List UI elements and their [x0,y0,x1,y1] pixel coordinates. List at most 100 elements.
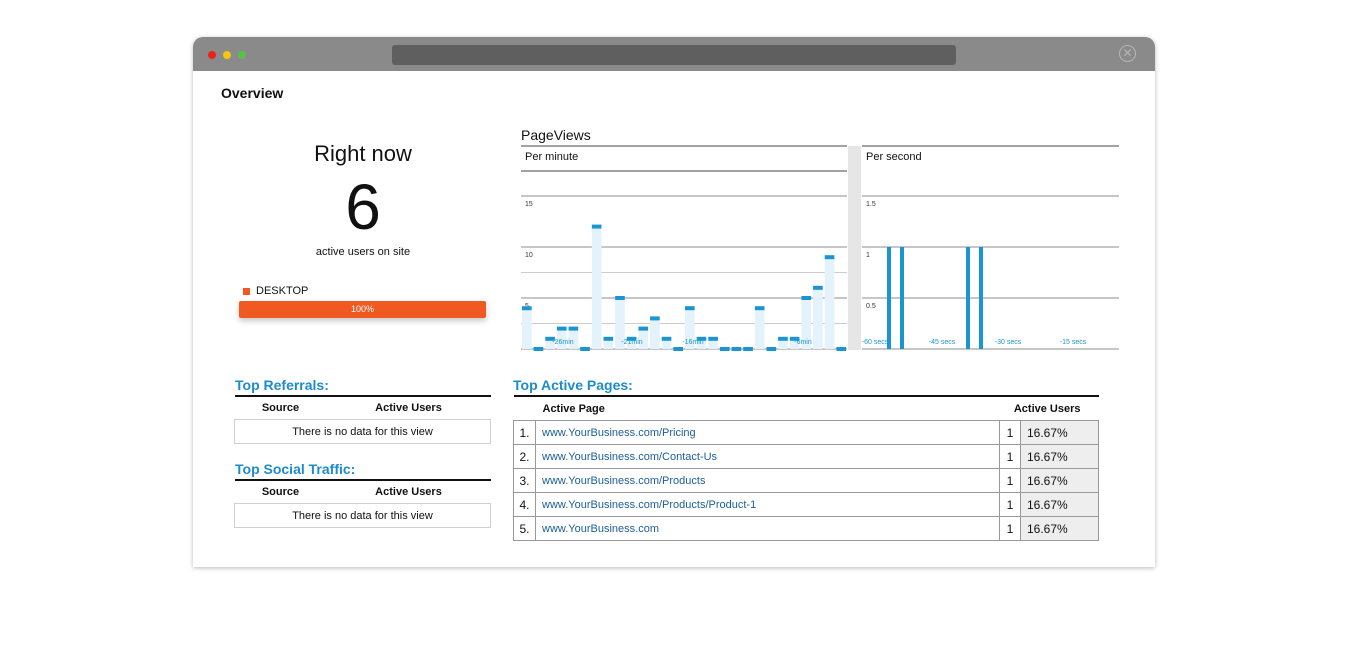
address-bar[interactable] [392,45,956,65]
referrals-col-source: Source [234,395,327,420]
per-minute-bar-area [638,328,649,349]
per-minute-bar [731,347,742,351]
maximize-window-dot[interactable] [238,51,246,59]
active-users-label: active users on site [315,246,411,258]
page-title: Overview [221,85,284,101]
row-number: 1. [513,420,536,445]
per-minute-bar-area [813,287,823,349]
row-percent: 16.67% [1020,444,1099,469]
right-now-title: Right now [314,141,412,166]
active-users-count: 6 [345,171,381,243]
per-minute-title: Per minute [525,151,578,163]
per-minute-bar [568,326,579,331]
per-minute-bar-area [708,338,718,349]
pageviews-charts: Per minute15105-26min-21min-16min-6minPe… [521,145,1119,351]
per-minute-bar-area [568,328,579,349]
per-minute-bar [626,336,637,341]
per-minute-bar-area [685,308,695,349]
per-minute-x-tick: -6min [794,339,812,346]
per-minute-x-tick: -16min [682,339,704,346]
page-link[interactable]: www.YourBusiness.com/Products/Product-1 [535,492,1000,517]
chart-separator [848,146,861,350]
per-minute-bar [580,347,590,351]
pageviews-title: PageViews [521,127,591,143]
per-minute-x-tick: -26min [552,339,574,346]
per-minute-bar [789,336,800,341]
per-minute-bar [545,336,555,341]
social-empty-message: There is no data for this view [234,503,491,528]
top-social-title: Top Social Traffic: [235,461,356,477]
per-minute-bar [673,347,683,351]
per-second-bar [979,247,983,349]
per-minute-bar [778,336,788,341]
table-row: 1. www.YourBusiness.com/Pricing 1 16.67% [513,420,1099,445]
close-icon[interactable]: ✕ [1119,45,1136,62]
per-minute-bar-area [754,308,765,349]
row-number: 3. [513,468,536,493]
per-minute-bar [743,347,753,351]
per-minute-bar-area [626,338,637,349]
desktop-share-bar: 100% [239,301,486,318]
per-minute-bar [696,336,707,341]
per-minute-bar-area [650,318,660,349]
pages-col-active-users: Active Users [999,395,1099,421]
per-second-y-tick: 0.5 [866,303,876,310]
row-user-count: 1 [999,492,1021,517]
table-row: 4. www.YourBusiness.com/Products/Product… [513,492,1099,517]
per-second-bar [887,247,891,349]
per-minute-bar [766,347,777,351]
page-link[interactable]: www.YourBusiness.com/Pricing [535,420,1000,445]
per-second-x-tick: -15 secs [1060,339,1087,346]
per-minute-y-tick: 10 [525,252,533,259]
per-minute-bar [836,347,846,351]
row-number: 5. [513,516,536,541]
per-minute-bar-area [615,298,625,349]
minimize-window-dot[interactable] [223,51,231,59]
per-minute-y-tick: 15 [525,201,533,208]
page-link[interactable]: www.YourBusiness.com [535,516,1000,541]
row-percent: 16.67% [1020,468,1099,493]
per-minute-bar [591,224,602,229]
per-minute-bar [754,306,765,311]
device-legend-label: DESKTOP [256,285,309,297]
row-percent: 16.67% [1020,492,1099,517]
per-minute-bar [801,296,812,300]
per-minute-bar-area [778,338,788,349]
per-minute-bar [522,306,532,311]
per-minute-bar [708,336,718,341]
per-second-x-tick: -30 secs [995,339,1022,346]
per-minute-bar-area [789,338,800,349]
per-minute-bar [719,347,730,351]
row-number: 4. [513,492,536,517]
social-col-source: Source [234,479,327,504]
per-minute-bar [556,326,567,331]
top-pages-title: Top Active Pages: [513,377,633,393]
table-row: 5. www.YourBusiness.com 1 16.67% [513,516,1099,541]
table-row: 2. www.YourBusiness.com/Contact-Us 1 16.… [513,444,1099,469]
per-minute-bar-area [696,338,707,349]
per-minute-bar-area [661,338,672,349]
device-legend: DESKTOP [243,285,308,297]
per-minute-bar-area [522,308,532,349]
per-second-title: Per second [866,151,922,163]
close-window-dot[interactable] [208,51,216,59]
desktop-swatch [243,287,250,295]
per-minute-bar-area [545,338,555,349]
row-user-count: 1 [999,516,1021,541]
top-social-table: Source Active Users There is no data for… [234,479,491,528]
per-minute-bar [615,296,625,300]
per-second-bar [900,247,904,349]
row-user-count: 1 [999,468,1021,493]
social-col-active-users: Active Users [326,479,491,504]
browser-titlebar: ✕ [193,37,1155,71]
page-link[interactable]: www.YourBusiness.com/Contact-Us [535,444,1000,469]
row-user-count: 1 [999,444,1021,469]
table-row: 3. www.YourBusiness.com/Products 1 16.67… [513,468,1099,493]
per-minute-x-tick: -21min [621,339,643,346]
per-minute-bar-area [556,328,567,349]
per-minute-bar [824,255,835,260]
page-link[interactable]: www.YourBusiness.com/Products [535,468,1000,493]
per-second-x-tick: -60 secs [862,339,889,346]
row-percent: 16.67% [1020,420,1099,445]
per-second-bar [966,247,970,349]
